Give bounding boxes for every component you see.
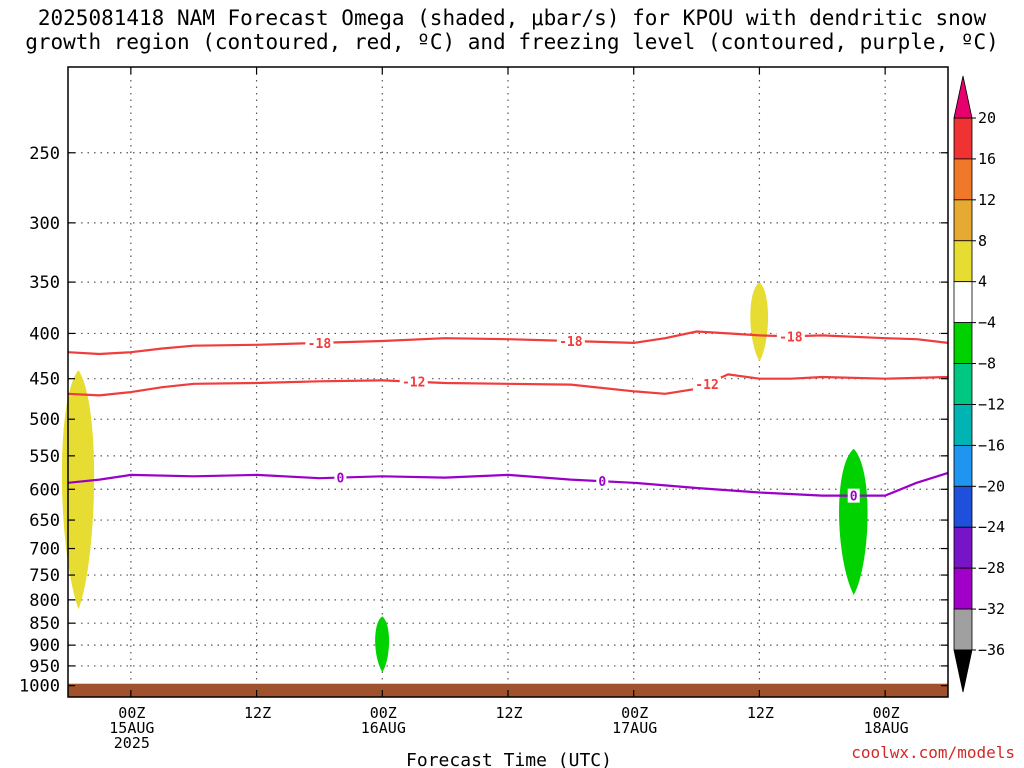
contour-label: -18	[779, 330, 803, 345]
colorbar: 20 16 12 8 4 −4 −8 −12 −16 −20 −24 −28 −32 −36	[953, 75, 1005, 693]
contour-line-0	[67, 471, 949, 497]
contour-label: 0	[598, 475, 606, 490]
x-axis-label: Forecast Time (UTC)	[406, 750, 612, 768]
y-tick-label: 400	[29, 324, 60, 344]
colorbar-swatch	[953, 608, 973, 651]
colorbar-label: 16	[978, 150, 996, 168]
colorbar-swatch	[953, 444, 973, 487]
colorbar-label: −36	[978, 641, 1005, 659]
colorbar-label: −20	[978, 477, 1005, 495]
colorbar-label: 8	[978, 232, 987, 250]
chart-title: 2025081418 NAM Forecast Omega (shaded, μ…	[0, 6, 1024, 54]
x-tick-label: 12Z	[244, 704, 271, 722]
contour-label-bg	[596, 474, 609, 489]
contour-line-minus12	[67, 373, 949, 397]
contour-label: -12	[402, 376, 425, 391]
contour-label-bg	[847, 488, 860, 503]
colorbar-label: −8	[978, 355, 996, 373]
colorbar-label: −4	[978, 314, 996, 332]
x-tick-label: 18AUG	[864, 719, 909, 737]
credit-text: coolwx.com/models	[851, 743, 1015, 762]
y-tick-label: 850	[29, 614, 60, 634]
plot-area: -18 -18 -18 -12 -12 0 0 0	[61, 66, 949, 698]
contour-label-bg	[305, 335, 334, 350]
x-tick-label: 00Z	[118, 704, 145, 722]
x-tick-label: 00Z	[873, 704, 900, 722]
x-tick-label: 00Z	[621, 704, 648, 722]
y-tick-label: 600	[29, 480, 60, 500]
omega-region	[61, 370, 95, 610]
x-tick-label: 16AUG	[361, 719, 406, 737]
contour-label: -18	[559, 335, 583, 350]
colorbar-label: 4	[978, 273, 987, 291]
contour-label: -18	[308, 337, 332, 352]
contour-label-bg	[693, 377, 722, 392]
y-tick-label: 1000	[19, 677, 60, 697]
contour-label-bg	[334, 470, 347, 485]
y-tick-label: 550	[29, 447, 60, 467]
y-tick-label: 500	[29, 410, 60, 430]
omega-region	[750, 282, 769, 362]
y-tick-label: 900	[29, 636, 60, 656]
y-tick-label: 950	[29, 657, 60, 677]
plot-frame	[67, 66, 949, 698]
colorbar-label: 20	[978, 109, 996, 127]
contour-label: 0	[850, 490, 858, 505]
omega-region	[375, 616, 390, 672]
y-tick-label: 650	[29, 511, 60, 531]
contour-label: -12	[695, 378, 718, 393]
colorbar-swatch	[953, 485, 973, 528]
contour-label-bg	[556, 334, 585, 349]
colorbar-label: −28	[978, 559, 1005, 577]
x-tick-label: 12Z	[747, 704, 774, 722]
colorbar-label: −32	[978, 600, 1005, 618]
colorbar-label: −24	[978, 518, 1005, 536]
y-tick-label: 300	[29, 214, 60, 234]
colorbar-top-extend	[953, 75, 973, 119]
colorbar-swatch	[953, 117, 973, 160]
y-tick-label: 250	[29, 144, 60, 164]
contour-label-bg	[776, 329, 805, 344]
x-tick-label: 12Z	[495, 704, 522, 722]
y-tick-label: 800	[29, 591, 60, 611]
y-tick-label: 750	[29, 566, 60, 586]
chart-title-line1: 2025081418 NAM Forecast Omega (shaded, μ…	[37, 6, 987, 30]
colorbar-swatch	[953, 526, 973, 569]
colorbar-swatch	[953, 363, 973, 405]
colorbar-label: −16	[978, 436, 1005, 454]
x-tick-label: 17AUG	[612, 719, 657, 737]
x-tick-label: 00Z	[370, 704, 397, 722]
chart-title-line2: growth region (contoured, red, ºC) and f…	[25, 30, 999, 54]
contour-label: 0	[336, 472, 344, 487]
y-tick-label: 700	[29, 540, 60, 560]
omega-region	[839, 448, 868, 596]
colorbar-swatch	[953, 281, 973, 324]
colorbar-swatch	[953, 240, 973, 283]
x-tick-label: 15AUG	[109, 719, 154, 737]
y-axis: 2503003504004505005506006507007508008509…	[19, 144, 948, 697]
colorbar-bottom-extend	[953, 649, 973, 693]
colorbar-swatch	[953, 404, 973, 446]
x-tick-label: 2025	[114, 734, 150, 752]
colorbar-label: −12	[978, 395, 1005, 413]
colorbar-swatch	[953, 322, 973, 364]
y-tick-label: 350	[29, 273, 60, 293]
colorbar-swatch	[953, 158, 973, 201]
y-tick-label: 450	[29, 370, 60, 390]
colorbar-swatch	[953, 199, 973, 242]
colorbar-swatch	[953, 567, 973, 610]
colorbar-label: 12	[978, 191, 996, 209]
contour-label-bg	[399, 374, 428, 389]
